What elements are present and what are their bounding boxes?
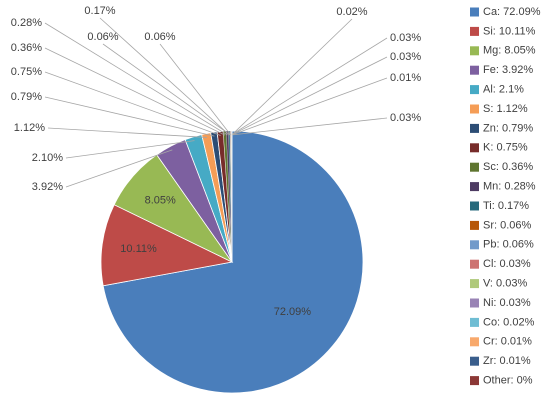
legend-swatch — [470, 298, 479, 308]
data-label: 0.03% — [390, 51, 421, 63]
leader-line — [159, 43, 232, 136]
legend-swatch — [470, 143, 479, 153]
legend-swatch — [470, 220, 479, 230]
legend-label: Sr: 0.06% — [483, 219, 532, 231]
leader-line — [231, 117, 388, 136]
pie-slice — [100, 204, 234, 287]
data-label: 3.92% — [32, 181, 63, 193]
data-label: 0.01% — [390, 72, 421, 84]
legend-swatch — [470, 104, 479, 114]
legend-label: Mn: 0.28% — [483, 181, 536, 193]
data-label: 0.03% — [390, 112, 421, 124]
leader-line — [44, 71, 221, 136]
legend-swatch — [470, 356, 479, 366]
legend-swatch — [470, 26, 479, 36]
legend-label: Ti: 0.17% — [483, 200, 529, 212]
data-label: 0.28% — [11, 17, 42, 29]
data-label: 0.36% — [11, 42, 42, 54]
legend-swatch — [470, 85, 479, 95]
legend-label: Pb: 0.06% — [483, 239, 534, 251]
legend-label: Other: 0% — [483, 375, 533, 387]
legend-label: K: 0.75% — [483, 142, 528, 154]
data-label: 0.02% — [336, 6, 367, 18]
leader-line — [65, 149, 173, 188]
legend-swatch — [470, 279, 479, 289]
legend-label: Sc: 0.36% — [483, 161, 533, 173]
legend-label: Fe: 3.92% — [483, 64, 533, 76]
leader-line — [65, 140, 195, 159]
legend-label: Cr: 0.01% — [483, 336, 532, 348]
data-label: 10.11% — [120, 243, 157, 255]
legend-label: S: 1.12% — [483, 103, 528, 115]
legend-swatch — [470, 7, 479, 17]
pie-slice — [102, 130, 364, 394]
data-label: 0.06% — [144, 31, 175, 43]
legend-swatch — [470, 182, 479, 192]
data-label: 0.75% — [11, 66, 42, 78]
legend-label: Mg: 8.05% — [483, 45, 536, 57]
leader-line — [231, 56, 388, 136]
legend-label: Ca: 72.09% — [483, 6, 541, 18]
data-label: 0.03% — [390, 32, 421, 44]
leader-line — [230, 37, 388, 136]
data-label: 8.05% — [145, 195, 176, 207]
legend-swatch — [470, 162, 479, 172]
leader-line — [47, 127, 207, 138]
legend-swatch — [470, 317, 479, 327]
data-label: 72.09% — [274, 306, 312, 318]
legend-swatch — [470, 259, 479, 269]
legend-label: Al: 2.1% — [483, 84, 524, 96]
legend-swatch — [470, 240, 479, 250]
legend-swatch — [470, 337, 479, 347]
data-label: 2.10% — [32, 152, 63, 164]
legend-swatch — [470, 65, 479, 75]
legend-label: Ni: 0.03% — [483, 297, 531, 309]
legend-label: Co: 0.02% — [483, 316, 535, 328]
legend-swatch — [470, 201, 479, 211]
legend-swatch — [470, 46, 479, 56]
legend-label: Zr: 0.01% — [483, 355, 531, 367]
data-label: 1.12% — [14, 122, 45, 134]
leader-line — [44, 47, 226, 136]
leader-line — [44, 96, 215, 137]
legend-swatch — [470, 123, 479, 133]
data-label: 0.79% — [11, 91, 42, 103]
legend-label: Cl: 0.03% — [483, 258, 531, 270]
leader-line — [231, 77, 388, 136]
leader-line — [102, 43, 231, 136]
leader-line — [99, 17, 230, 136]
leader-line — [44, 22, 228, 136]
data-label: 0.06% — [87, 31, 118, 43]
legend-label: Si: 10.11% — [483, 25, 536, 37]
legend-label: V: 0.03% — [483, 278, 527, 290]
legend-swatch — [470, 376, 479, 386]
legend-label: Zn: 0.79% — [483, 122, 533, 134]
leader-line — [231, 18, 353, 136]
data-label: 0.17% — [84, 5, 115, 17]
